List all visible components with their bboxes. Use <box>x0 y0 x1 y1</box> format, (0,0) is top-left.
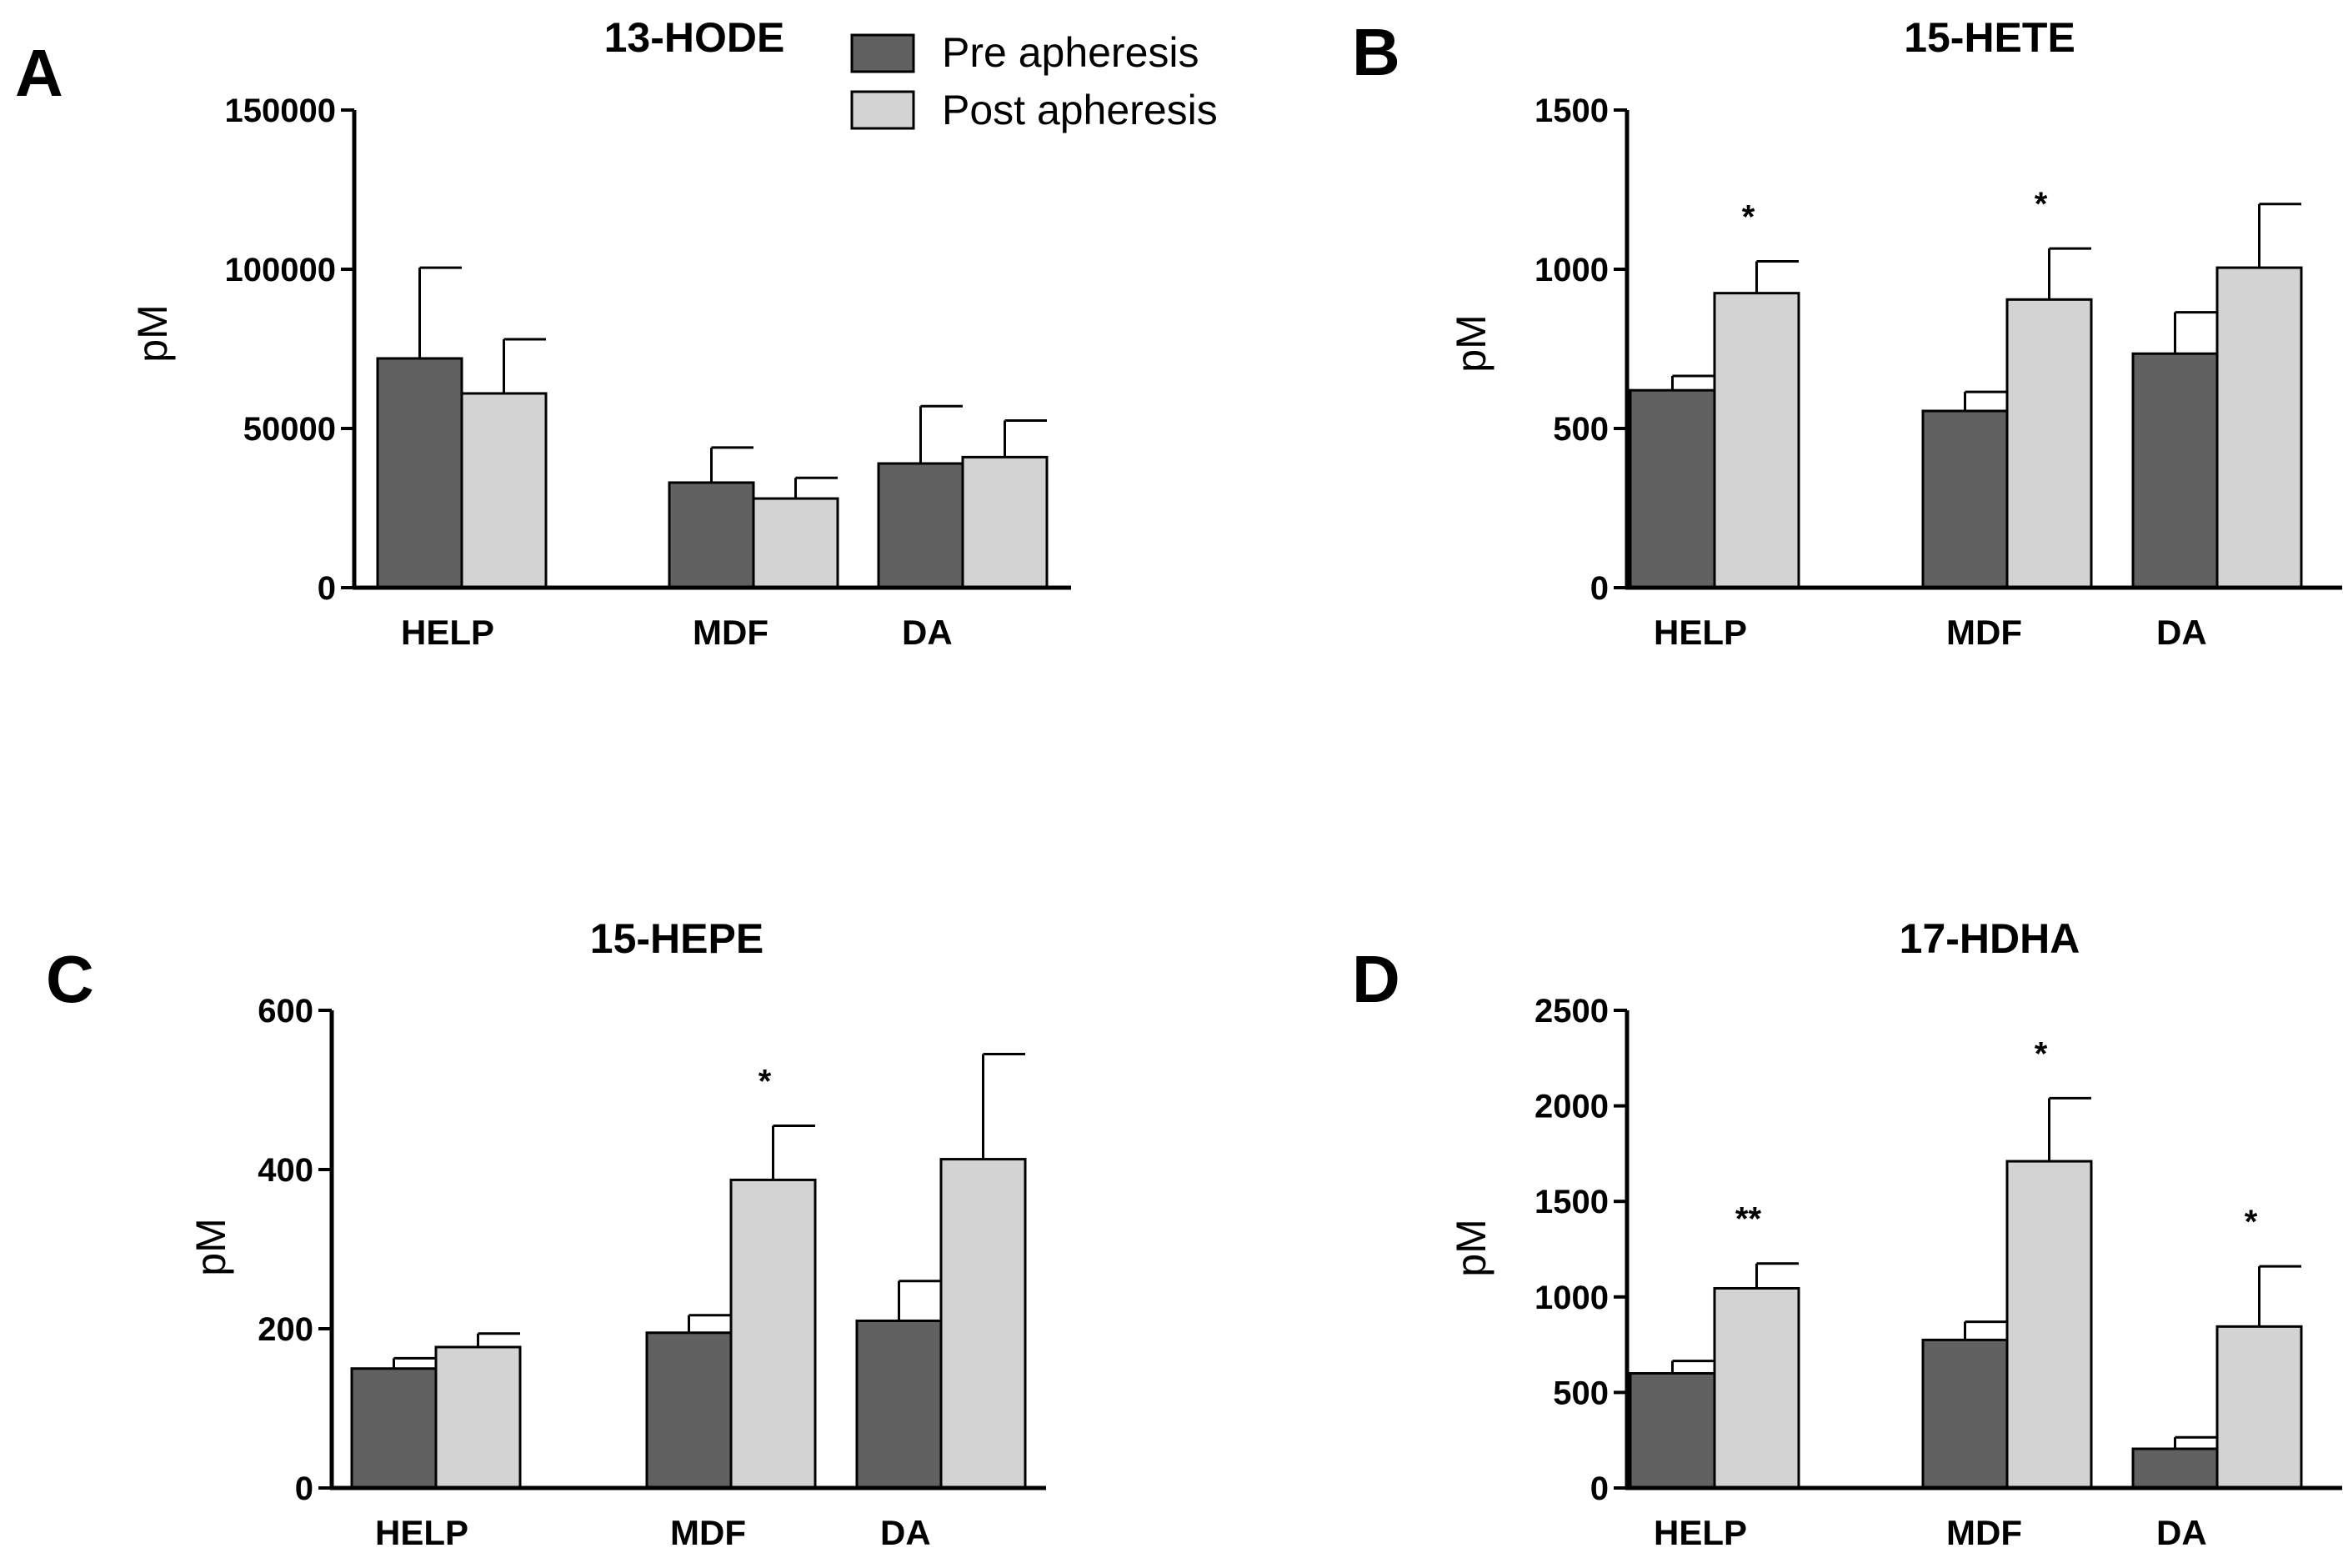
bar-post-mdf <box>752 497 839 589</box>
chart-panel-c: C 15-HEPE pM HELP * MDF DA 0 200 400 600 <box>46 915 1046 1552</box>
x-tick-label-da: DA <box>902 613 953 652</box>
x-tick-label-da: DA <box>2156 613 2207 652</box>
y-tick-label: 200 <box>258 1311 313 1348</box>
panel-letter-d: D <box>1352 942 1400 1016</box>
y-axis-label-b: pM <box>1448 314 1494 372</box>
chart-panel-d: D 17-HDHA pM ** HELP * MDF * DA 0 500 1000 1500 20… <box>1352 915 2342 1552</box>
y-tick-label: 0 <box>318 570 336 607</box>
y-axis-label-a: pM <box>129 304 176 362</box>
x-tick-label-da: DA <box>2156 1513 2207 1552</box>
y-tick-label: 1500 <box>1534 1184 1609 1220</box>
x-tick-label-da: DA <box>880 1513 931 1552</box>
y-tick-label: 0 <box>1590 570 1609 607</box>
bar-post-da <box>2215 266 2303 589</box>
y-tick-label: 150000 <box>225 93 336 129</box>
legend-pre-swatch <box>850 33 915 73</box>
x-tick-label-mdf: MDF <box>670 1513 746 1552</box>
bar-pre-mdf <box>1921 409 2009 589</box>
plot-b: * HELP * MDF DA 0 500 1000 1500 <box>1534 93 2342 652</box>
bar-pre-da <box>855 1319 943 1490</box>
bar-pre-da <box>877 462 964 589</box>
bar-pre-mdf <box>1921 1338 2009 1490</box>
y-tick-label: 2500 <box>1534 993 1609 1029</box>
significance-mark-mdf: * <box>2035 1035 2048 1072</box>
y-tick-label: 500 <box>1553 411 1609 448</box>
bar-pre-help <box>1629 1371 1716 1490</box>
bar-post-mdf <box>729 1178 817 1490</box>
bar-post-help <box>460 392 548 589</box>
x-tick-label-help: HELP <box>375 1513 468 1552</box>
y-tick-label: 500 <box>1553 1375 1609 1411</box>
chart-panel-a: A 13-HODE pM HELP MDF DA 0 50000 100000 150000 <box>15 14 1071 652</box>
plot-c: HELP * MDF DA 0 200 400 600 <box>258 993 1046 1552</box>
panel-letter-a: A <box>15 36 63 110</box>
bar-post-da <box>961 455 1049 589</box>
plot-d: ** HELP * MDF * DA 0 500 1000 1500 2000 2500 <box>1534 993 2342 1552</box>
panel-letter-c: C <box>46 942 94 1016</box>
y-tick-label: 2000 <box>1534 1089 1609 1125</box>
y-tick-label: 0 <box>1590 1470 1609 1507</box>
bar-pre-mdf <box>645 1331 733 1490</box>
legend: Pre apheresis Post apheresis <box>850 29 1218 133</box>
significance-mark-mdf: * <box>2035 186 2048 223</box>
bar-post-mdf <box>2005 298 2093 589</box>
panel-title-b: 15-HETE <box>1904 14 2075 61</box>
bar-pre-mdf <box>668 481 755 589</box>
significance-mark-da: * <box>2245 1204 2258 1240</box>
bar-pre-help <box>350 1367 438 1490</box>
x-tick-label-mdf: MDF <box>1946 1513 2022 1552</box>
panel-title-a: 13-HODE <box>604 14 785 61</box>
bar-pre-da <box>2131 352 2219 589</box>
y-tick-label: 1500 <box>1534 93 1609 129</box>
panel-letter-b: B <box>1352 15 1400 89</box>
bar-pre-help <box>1629 388 1716 589</box>
y-tick-label: 100000 <box>225 252 336 288</box>
legend-post-swatch <box>850 90 915 130</box>
bar-post-da <box>939 1158 1027 1490</box>
x-tick-label-mdf: MDF <box>1946 613 2022 652</box>
significance-mark-help: ** <box>1735 1201 1762 1238</box>
chart-panel-b: B 15-HETE pM * HELP * MDF DA 0 500 1000 1500 <box>1352 14 2342 652</box>
bar-post-mdf <box>2005 1160 2093 1490</box>
bar-post-da <box>2215 1325 2303 1490</box>
y-tick-label: 1000 <box>1534 1280 1609 1316</box>
significance-mark-help: * <box>1742 198 1755 235</box>
y-tick-label: 0 <box>295 1470 313 1507</box>
x-tick-label-help: HELP <box>1654 613 1747 652</box>
panel-title-c: 15-HEPE <box>590 915 763 962</box>
bar-post-help <box>1713 292 1800 589</box>
x-tick-label-help: HELP <box>401 613 494 652</box>
y-tick-label: 400 <box>258 1152 313 1189</box>
y-tick-label: 1000 <box>1534 252 1609 288</box>
bar-post-help <box>1713 1286 1800 1490</box>
plot-a: HELP MDF DA 0 50000 100000 150000 <box>225 93 1071 652</box>
panel-title-d: 17-HDHA <box>1900 915 2080 962</box>
y-axis-label-c: pM <box>188 1218 234 1275</box>
significance-mark-mdf: * <box>758 1063 772 1100</box>
y-tick-label: 50000 <box>243 411 336 448</box>
y-tick-label: 600 <box>258 993 313 1029</box>
bar-pre-da <box>2131 1447 2219 1490</box>
legend-post-label: Post apheresis <box>942 87 1218 133</box>
y-axis-label-d: pM <box>1448 1219 1494 1276</box>
legend-pre-label: Pre apheresis <box>942 29 1199 76</box>
bar-post-help <box>434 1345 522 1490</box>
bar-pre-help <box>376 357 463 589</box>
x-tick-label-mdf: MDF <box>693 613 768 652</box>
x-tick-label-help: HELP <box>1654 1513 1747 1552</box>
